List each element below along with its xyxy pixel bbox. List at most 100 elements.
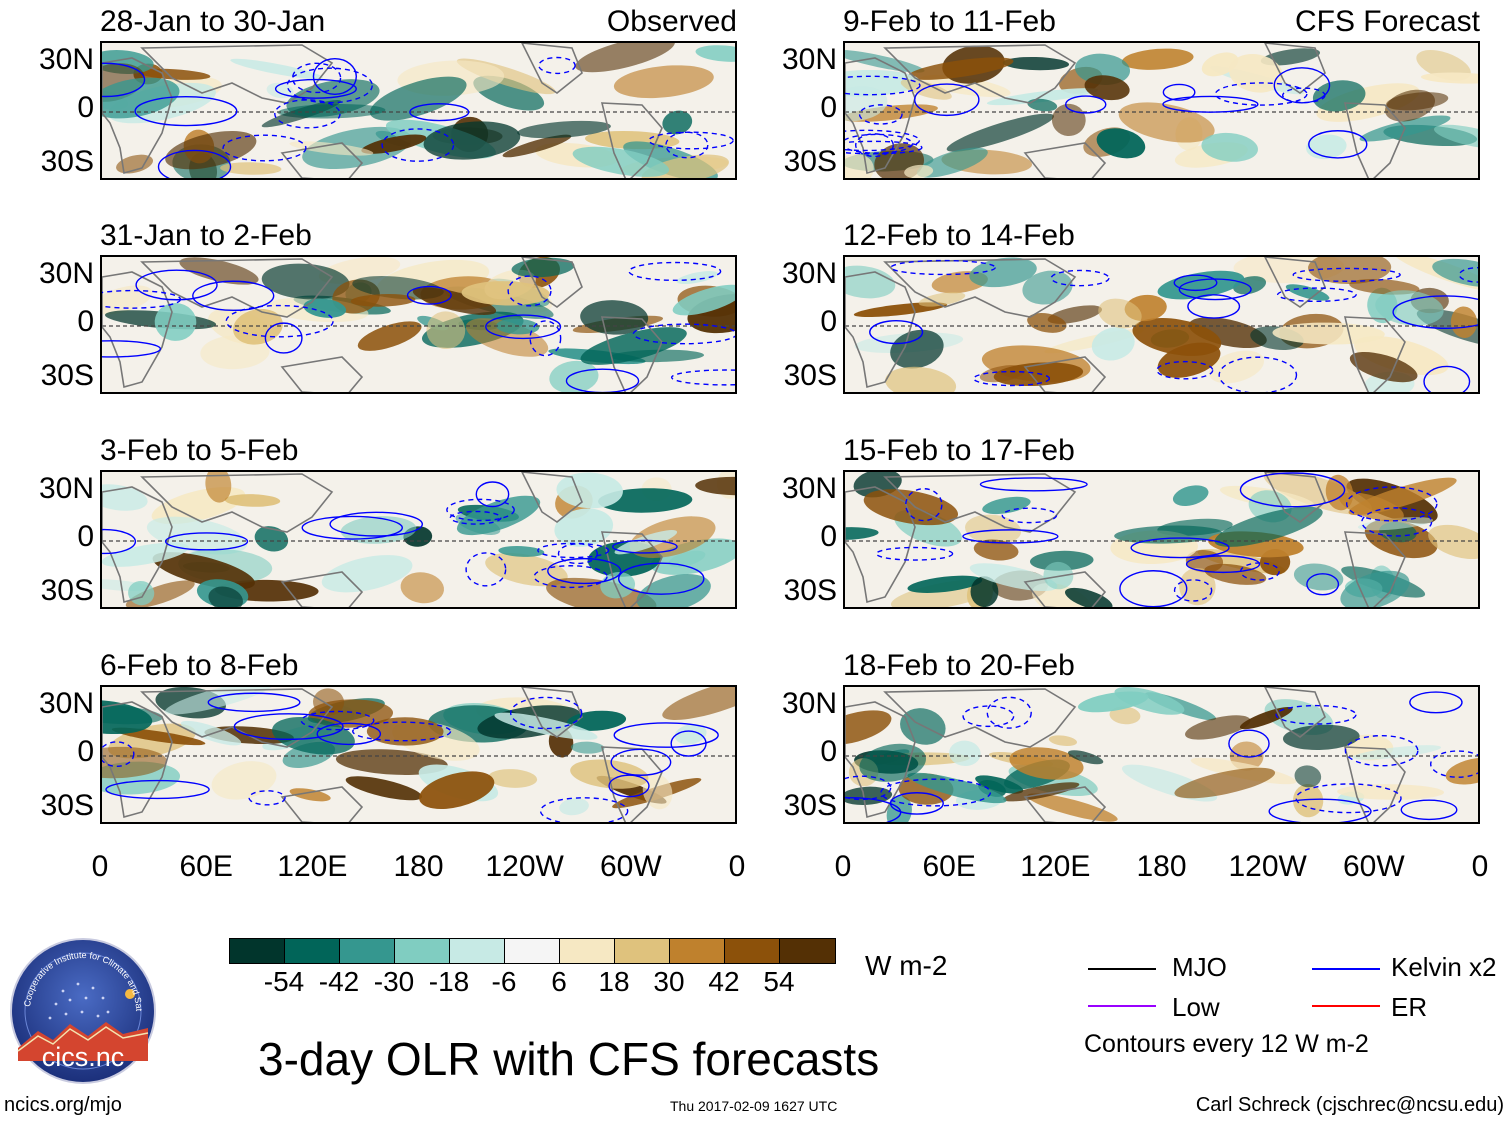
colorbar-tick: 6 [551,966,567,997]
panel-title: 28-Jan to 30-Jan [100,5,326,38]
lat-label: 30N [781,687,837,720]
olr-anomaly-field [845,687,1478,822]
lat-label: 30S [40,574,94,607]
lat-label: 30N [38,43,94,76]
legend-line-er [1312,1005,1380,1007]
lon-label: 0 [91,850,109,883]
panel-source-label: Observed [606,5,737,38]
olr-anomaly-field [845,43,1478,178]
colorbar-swatch [725,939,780,963]
lon-label: 120E [277,850,348,883]
panel-title: 6-Feb to 8-Feb [100,649,299,682]
colorbar-swatch [450,939,505,963]
logo-text: cics.nc [42,1042,125,1072]
lat-label: 0 [77,735,94,768]
olr-map [843,41,1480,180]
lon-label: 180 [393,850,444,883]
colorbar-tick: 42 [708,966,740,997]
cics-logo: Cooperative Institute for Climate and Sa… [5,928,158,1086]
colorbar-swatch [230,939,285,963]
colorbar-swatch [285,939,340,963]
colorbar-swatch [560,939,615,963]
legend-line-low [1088,1005,1156,1007]
olr-anomaly-field [102,687,735,822]
contour-note: Contours every 12 W m-2 [1084,1030,1369,1058]
colorbar-tick: 30 [653,966,685,997]
panel-title: 12-Feb to 14-Feb [843,219,1075,252]
lat-label: 30N [38,687,94,720]
footer-link[interactable]: ncics.org/mjo [4,1094,122,1116]
olr-anomaly-field [102,43,735,178]
olr-anomaly-field [845,472,1478,607]
panel-title: 31-Jan to 2-Feb [100,219,312,252]
legend-label-low: Low [1172,992,1220,1022]
lat-label: 30S [40,789,94,822]
lon-label: 60W [1342,850,1405,883]
colorbar-swatch [340,939,395,963]
lat-label: 30S [783,359,837,392]
lat-label: 30S [783,789,837,822]
legend-line-mjo [1088,968,1156,970]
panel-source-label: CFS Forecast [1294,5,1480,38]
lon-label: 60W [599,850,662,883]
lon-label: 60E [922,850,976,883]
colorbar-tick: 54 [763,966,795,997]
olr-map [843,255,1480,394]
lat-label: 0 [820,735,837,768]
olr-map [100,685,737,824]
lon-label: 0 [834,850,852,883]
colorbar-tick: 18 [598,966,630,997]
colorbar-swatch [615,939,670,963]
olr-map [100,255,737,394]
olr-anomaly-field [102,472,735,607]
legend-label-kelvin: Kelvin x2 [1391,952,1497,982]
colorbar-swatch [670,939,725,963]
lat-label: 0 [820,520,837,553]
lat-label: 30S [783,574,837,607]
footer-timestamp: Thu 2017-02-09 1627 UTC [670,1098,838,1114]
panel-title: 9-Feb to 11-Feb [843,5,1056,38]
lat-label: 0 [77,91,94,124]
colorbar-tick: -42 [318,966,360,997]
footer-credit: Carl Schreck (cjschrec@ncsu.edu) [1195,1094,1504,1116]
lon-label: 0 [728,850,746,883]
main-title: 3-day OLR with CFS forecasts [258,1033,880,1085]
lat-label: 30N [781,43,837,76]
olr-anomaly-field [102,257,735,392]
lon-label: 120W [1228,850,1307,883]
panel-title: 18-Feb to 20-Feb [843,649,1075,682]
olr-map [100,470,737,609]
lat-label: 0 [77,520,94,553]
lat-label: 0 [77,305,94,338]
colorbar-units: W m-2 [865,950,948,981]
lat-label: 30S [783,145,837,178]
colorbar [229,938,836,964]
lon-label: 60E [179,850,233,883]
lat-label: 30N [781,257,837,290]
panel-title: 15-Feb to 17-Feb [843,434,1075,467]
lat-label: 30N [38,257,94,290]
lon-label: 180 [1136,850,1187,883]
colorbar-swatch [395,939,450,963]
lat-label: 30S [40,359,94,392]
colorbar-swatch [780,939,835,963]
colorbar-tick: -6 [491,966,517,997]
olr-map [843,470,1480,609]
lat-label: 30N [38,472,94,505]
lat-label: 0 [820,91,837,124]
panel-title: 3-Feb to 5-Feb [100,434,299,467]
lat-label: 30S [40,145,94,178]
colorbar-tick: -18 [428,966,470,997]
lon-label: 120E [1020,850,1091,883]
legend-line-kelvin [1312,968,1380,970]
lat-label: 30N [781,472,837,505]
lon-label: 0 [1471,850,1489,883]
colorbar-tick: -54 [263,966,305,997]
legend-label-mjo: MJO [1172,952,1227,982]
colorbar-tick: -30 [373,966,415,997]
olr-map [843,685,1480,824]
lat-label: 0 [820,305,837,338]
lon-label: 120W [485,850,564,883]
legend-label-er: ER [1391,992,1428,1022]
olr-map [100,41,737,180]
